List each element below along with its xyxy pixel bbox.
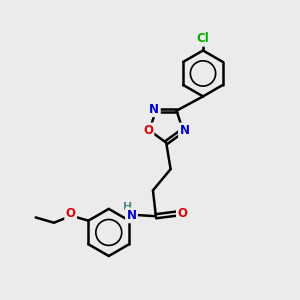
Text: H: H [123,202,132,212]
Text: N: N [127,209,136,222]
Text: O: O [177,207,188,220]
Text: N: N [149,103,159,116]
Text: O: O [66,206,76,220]
Text: O: O [143,124,153,137]
Text: Cl: Cl [196,32,209,45]
Text: N: N [179,124,190,137]
